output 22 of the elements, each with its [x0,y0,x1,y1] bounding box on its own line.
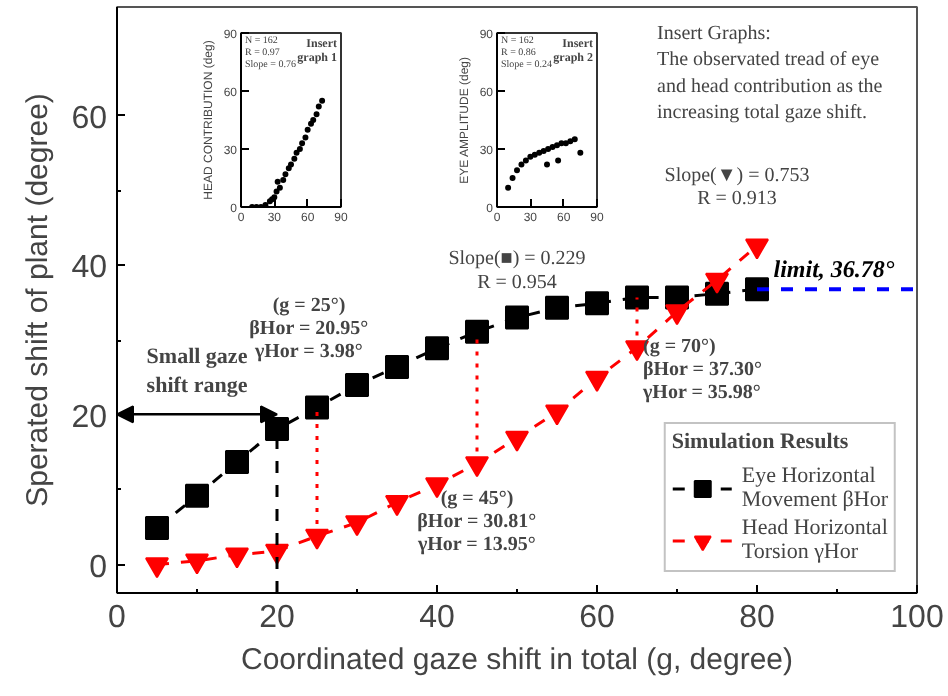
annotation: (g = 25°) βHor = 20.95° γHor = 3.98° [249,295,369,364]
annotation: (g = 70°) βHor = 37.30° γHor = 35.98° [641,335,763,404]
y-tick-label: 20 [71,400,108,435]
x-tick-label: 100 [890,601,944,635]
annotation: (g = 45°) βHor = 30.81° γHor = 13.95° [415,487,537,556]
ref-line-label: limit, 36.78° [773,255,895,284]
x-axis-title: Coordinated gaze shift in total (g, degree) [241,643,794,677]
legend-label: Head Horizontal Torsion γHor [741,516,888,564]
y-axis-title: Sperated shift of plant (degree) [21,93,56,507]
annotation: Slope(■) = 0.229 R = 0.954 [448,248,586,294]
y-tick-label: 40 [71,251,108,286]
x-tick-label: 20 [259,601,295,635]
y-tick-label: 60 [71,101,108,136]
x-tick-label: 40 [419,601,455,635]
annotation: Slope(▼) = 0.753 R = 0.913 [664,164,810,210]
annotation: Insert Graphs: The observated tread of eye and head contribution as the increasing total gaze shift. [657,23,884,125]
x-tick-label: 80 [739,601,775,635]
x-tick-label: 60 [579,601,615,635]
legend-title: Simulation Results [671,430,851,454]
y-tick-label: 0 [89,550,108,585]
annotation: Small gaze shift range [146,345,248,399]
legend-label: Eye Horizontal Movement βHor [741,464,888,512]
